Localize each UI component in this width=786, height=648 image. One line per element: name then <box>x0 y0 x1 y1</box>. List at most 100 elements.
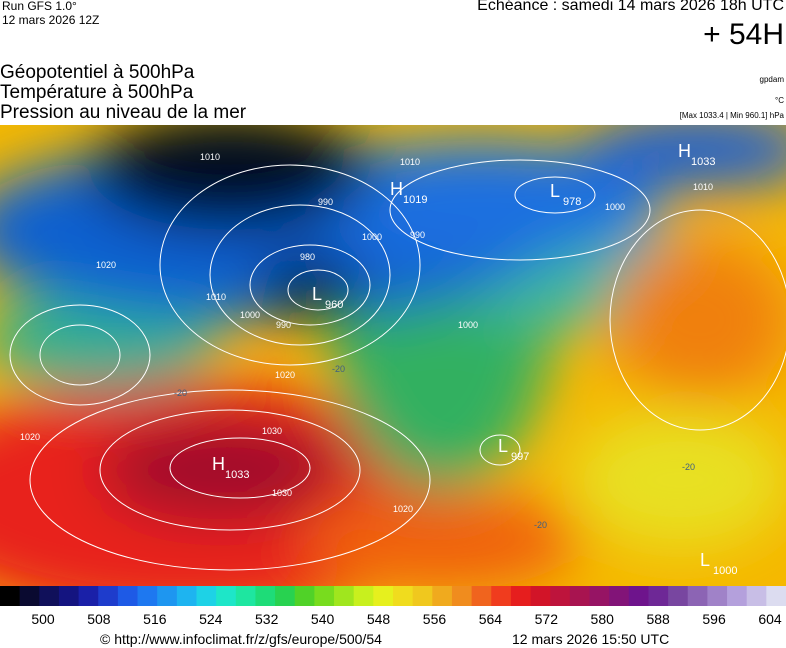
isobar-label: 1020 <box>393 504 413 514</box>
isobar-label: 1030 <box>262 426 282 436</box>
run: Run GFS 1.0° <box>2 0 77 13</box>
field: Température à 500hPa <box>0 82 194 103</box>
colorbar-swatch <box>255 586 276 606</box>
colorbar-tick-label: 596 <box>702 611 726 627</box>
lead-time: + 54H <box>703 18 784 51</box>
colorbar-swatch <box>137 586 158 606</box>
footer-generated: 12 mars 2026 15:50 UTC <box>512 631 669 647</box>
colorbar-swatch <box>373 586 394 606</box>
isobar-label: 1010 <box>693 182 713 192</box>
isobar-label: 1020 <box>96 260 116 270</box>
colorbar-tick-label: 516 <box>143 611 167 627</box>
isobar-label: 1020 <box>275 370 295 380</box>
center-type: L <box>700 550 710 570</box>
colorbar-swatch <box>471 586 492 606</box>
colorbar-swatch <box>157 586 178 606</box>
center-type: H <box>678 141 691 161</box>
isobar-label: 1010 <box>206 292 226 302</box>
center-value: 1019 <box>403 194 427 206</box>
center-type: L <box>498 436 508 456</box>
center-value: 997 <box>511 451 529 463</box>
isobar-label: 1000 <box>362 232 382 242</box>
colorbar-swatch <box>196 586 217 606</box>
colorbar-swatch <box>687 586 708 606</box>
colorbar-swatch <box>609 586 630 606</box>
colorbar-swatch <box>451 586 473 606</box>
colorbar-tick-label: 572 <box>535 611 559 627</box>
field: Géopotentiel à 500hPa <box>0 62 195 83</box>
colorbar-swatch <box>334 586 355 606</box>
colorbar-swatch <box>510 586 532 606</box>
colorbar-tick-label: 556 <box>423 611 447 627</box>
colorbar-swatch <box>19 586 40 606</box>
colorbar-tick-label: 588 <box>646 611 670 627</box>
center-type: H <box>212 454 225 474</box>
valid-time: Echéance : samedi 14 mars 2026 18h UTC <box>477 0 784 14</box>
colorbar-swatch <box>746 586 767 606</box>
center-value: 1033 <box>691 156 715 168</box>
colorbar-swatch <box>0 586 21 606</box>
isobar-label: 1000 <box>458 320 478 330</box>
colorbar-swatch <box>393 586 414 606</box>
colorbar-swatch <box>58 586 80 606</box>
temperature-label: -20 <box>534 520 547 530</box>
colorbar-tick-label: 508 <box>87 611 111 627</box>
temperature-label: -20 <box>332 364 345 374</box>
colorbar-swatch <box>235 586 256 606</box>
colorbar-swatch <box>766 586 786 606</box>
colorbar-swatch <box>530 586 551 606</box>
unit: [Max 1033.4 | Min 960.1] hPa <box>679 111 784 120</box>
colorbar-swatch <box>550 586 571 606</box>
colorbar-swatch <box>39 586 60 606</box>
isobar-label: 1030 <box>272 488 292 498</box>
colorbar-swatch <box>648 586 669 606</box>
colorbar-swatch <box>275 586 296 606</box>
colorbar-swatch <box>176 586 197 606</box>
colorbar-swatch <box>117 586 139 606</box>
footer-source: © http://www.infoclimat.fr/z/gfs/europe/… <box>100 631 382 647</box>
field: Pression au niveau de la mer <box>0 102 247 123</box>
colorbar-swatch <box>707 586 728 606</box>
colorbar-swatch <box>353 586 374 606</box>
center-value: 1000 <box>713 565 737 577</box>
colorbar-tick-label: 564 <box>479 611 503 627</box>
isobar-label: 1010 <box>400 157 420 167</box>
unit: °C <box>775 96 784 105</box>
colorbar-swatch <box>294 586 315 606</box>
colorbar-swatch <box>412 586 433 606</box>
isobar-label: 990 <box>318 197 333 207</box>
run-date: 12 mars 2026 12Z <box>2 13 100 27</box>
temperature-label: -20 <box>682 462 695 472</box>
colorbar-tick-label: 580 <box>591 611 615 627</box>
colorbar-swatch <box>432 586 453 606</box>
isobar-label: 1000 <box>605 202 625 212</box>
center-value: 978 <box>563 196 581 208</box>
colorbar-swatch <box>491 586 512 606</box>
colorbar-swatch <box>589 586 610 606</box>
center-value: 1033 <box>225 469 249 481</box>
colorbar-swatch <box>216 586 237 606</box>
colorbar-swatch <box>569 586 590 606</box>
colorbar-tick-label: 604 <box>758 611 782 627</box>
isobar-label: 1010 <box>200 152 220 162</box>
temperature-label: -20 <box>174 388 187 398</box>
field-map <box>0 125 786 586</box>
unit: gpdam <box>759 75 784 84</box>
colorbar-tick-label: 524 <box>199 611 223 627</box>
isobar-label: 990 <box>276 320 291 330</box>
colorbar-tick-label: 540 <box>311 611 335 627</box>
isobar-label: 1000 <box>240 310 260 320</box>
center-type: L <box>312 284 322 304</box>
colorbar-swatch <box>668 586 689 606</box>
isobar-label: 1020 <box>20 432 40 442</box>
isobar-label: 980 <box>300 252 315 262</box>
colorbar-swatch <box>98 586 119 606</box>
colorbar-tick-label: 532 <box>255 611 279 627</box>
center-type: H <box>390 179 403 199</box>
colorbar-tick-label: 548 <box>367 611 391 627</box>
colorbar-swatch <box>314 586 335 606</box>
isobar-label: 990 <box>410 230 425 240</box>
center-value: 960 <box>325 299 343 311</box>
